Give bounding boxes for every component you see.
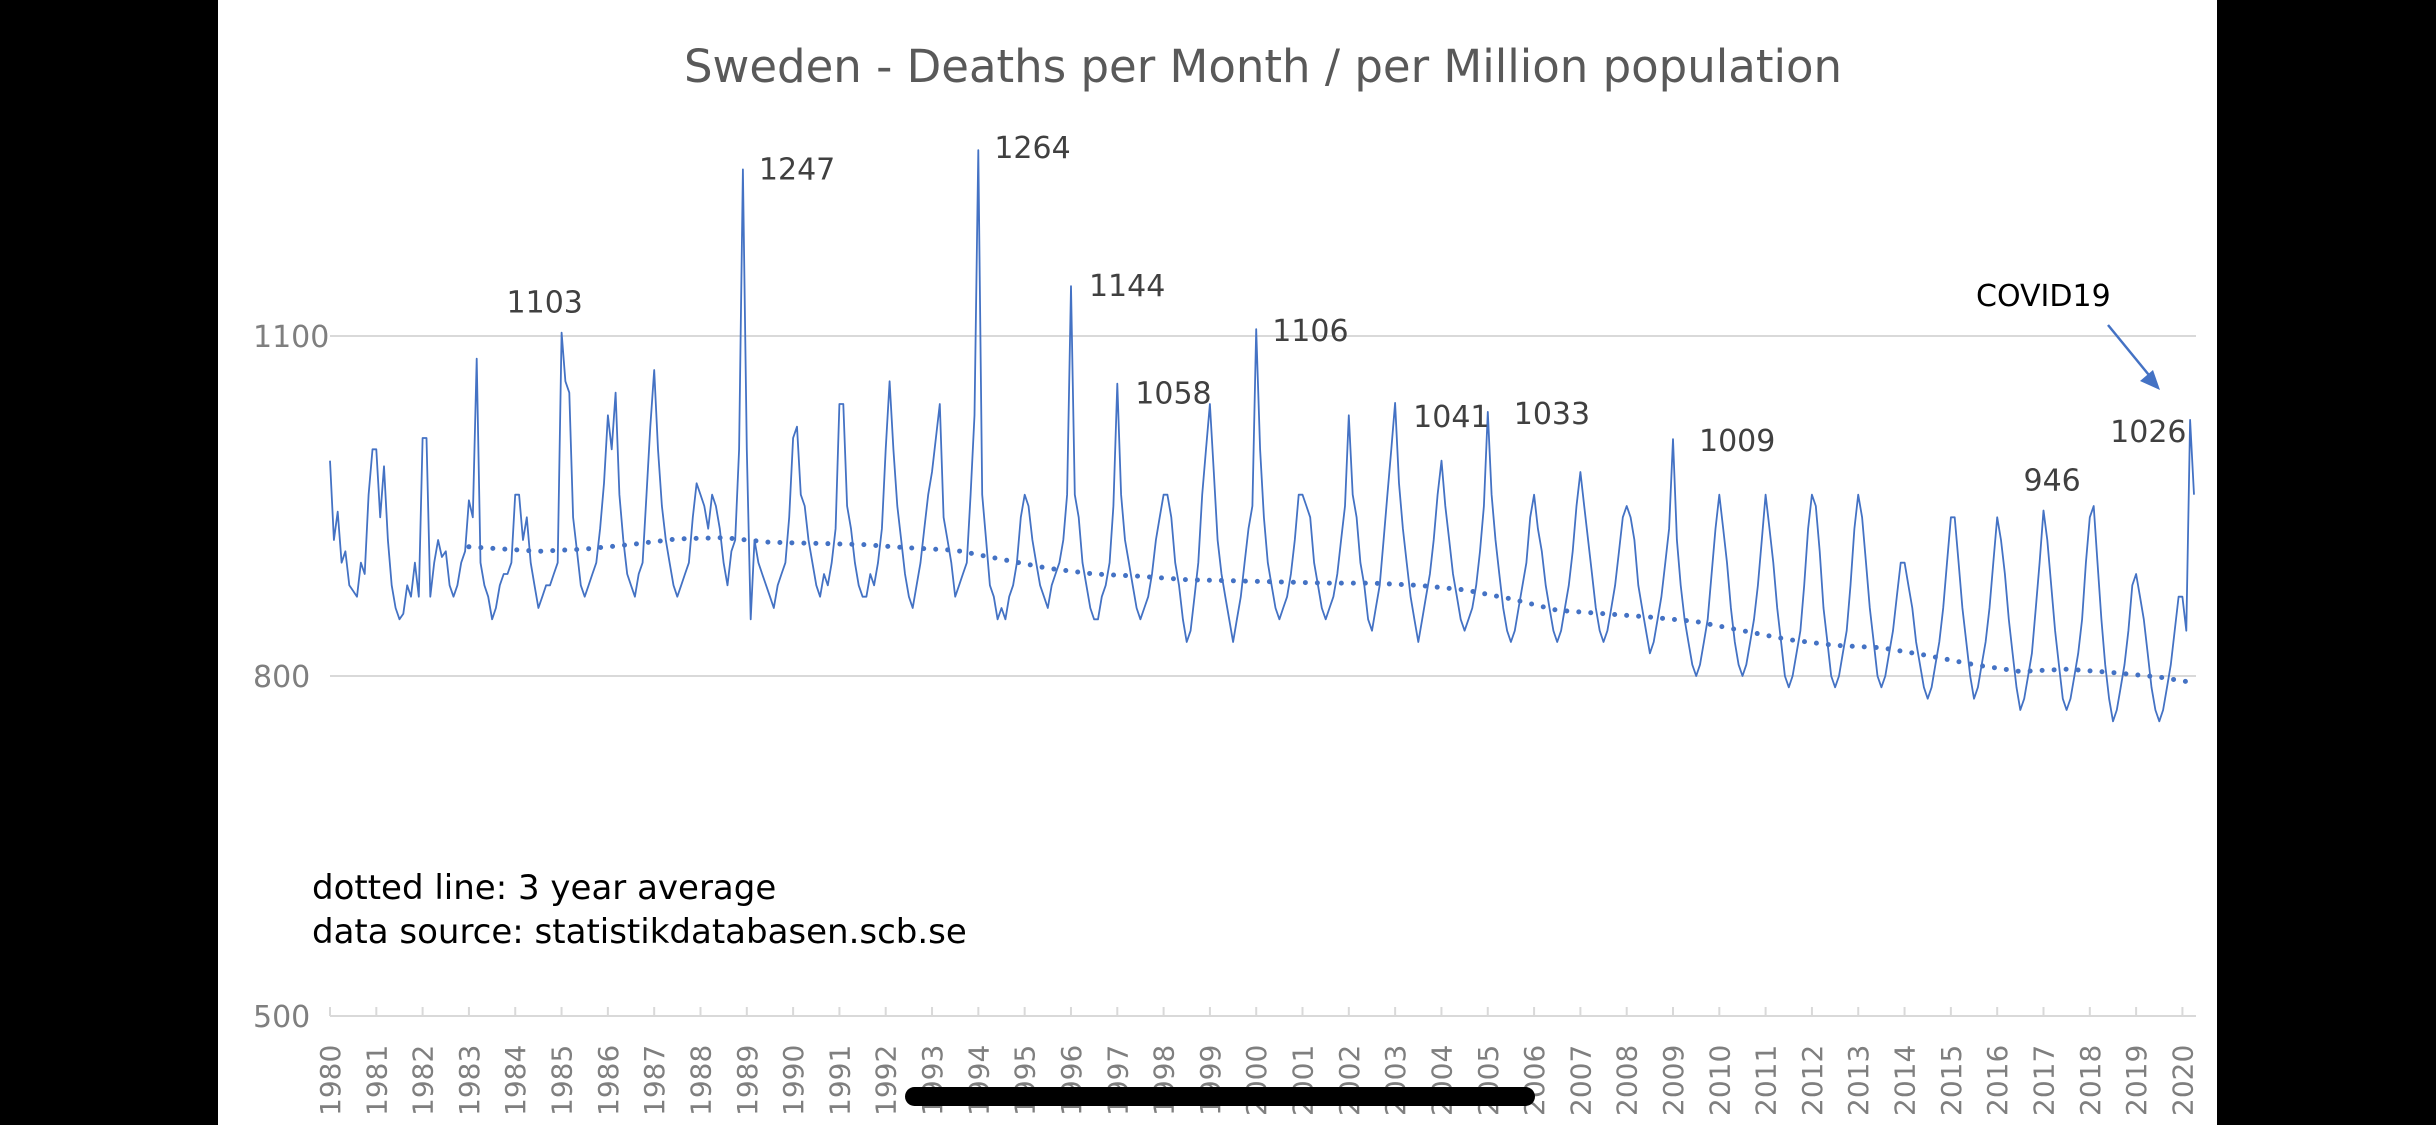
peak-label: 1103	[507, 286, 583, 321]
note-data-source: data source: statistikdatabasen.scb.se	[312, 912, 967, 952]
peak-label: 1041	[1413, 400, 1489, 435]
x-tick-label: 1982	[407, 1045, 440, 1116]
x-tick-label: 2016	[1981, 1045, 2014, 1116]
x-tick-label: 1987	[638, 1045, 671, 1116]
x-tick-label: 1981	[360, 1045, 393, 1116]
x-tick-label: 1991	[823, 1045, 856, 1116]
y-tick-label: 1100	[253, 320, 329, 355]
x-tick-label: 2018	[2074, 1045, 2107, 1116]
peak-label: 1264	[994, 131, 1070, 166]
peak-label: 1033	[1514, 397, 1590, 432]
x-tick-label: 2017	[2027, 1045, 2060, 1116]
x-tick-label: 1984	[499, 1045, 532, 1116]
home-indicator[interactable]	[905, 1087, 1535, 1106]
covid-callout-label: COVID19	[1976, 279, 2111, 314]
x-tick-label: 1980	[314, 1045, 347, 1116]
peak-label: 1009	[1699, 424, 1775, 459]
x-tick-label: 2012	[1796, 1045, 1829, 1116]
peak-label: 1058	[1135, 377, 1211, 412]
y-axis-ticks: 500 800 1100	[253, 320, 329, 1035]
x-tick-label: 2019	[2120, 1045, 2153, 1116]
x-tick-label: 2014	[1889, 1045, 1922, 1116]
peak-label: 1144	[1089, 269, 1165, 304]
peak-annotations: 1103 1247 1264 1144 1058 1106 1041 1033 1009 946 1…	[507, 131, 2187, 498]
series-line-monthly	[329, 149, 2195, 723]
x-tick-label: 2013	[1842, 1045, 1875, 1116]
y-tick-label: 500	[253, 1000, 310, 1035]
y-tick-label: 800	[253, 660, 310, 695]
x-tick-label: 2008	[1611, 1045, 1644, 1116]
chart-panel: Sweden - Deaths per Month / per Million …	[218, 0, 2217, 1125]
x-tick-label: 2010	[1703, 1045, 1736, 1116]
chart: Sweden - Deaths per Month / per Million …	[253, 40, 2199, 1116]
x-axis: 1980 1981 1982 1983 1984 1985 1986 1987 1988 1989…	[314, 1007, 2199, 1116]
x-tick-label: 1988	[684, 1045, 717, 1116]
note-dotted-line: dotted line: 3 year average	[312, 868, 776, 908]
peak-label: 1247	[759, 152, 835, 187]
series-line-3yr-average	[466, 535, 2197, 686]
x-tick-label: 2015	[1935, 1045, 1968, 1116]
chart-title: Sweden - Deaths per Month / per Million …	[684, 40, 1842, 93]
x-tick-label: 2011	[1750, 1045, 1783, 1116]
peak-label: 946	[2023, 464, 2080, 499]
x-tick-label: 2020	[2166, 1045, 2199, 1116]
covid-callout: COVID19	[1976, 279, 2160, 390]
x-tick-label: 2007	[1564, 1045, 1597, 1116]
x-tick-label: 2009	[1657, 1045, 1690, 1116]
peak-label: 1106	[1272, 314, 1348, 349]
x-tick-label: 1989	[731, 1045, 764, 1116]
x-tick-label: 1990	[777, 1045, 810, 1116]
peak-label: 1026	[2110, 415, 2186, 450]
x-tick-label: 1983	[453, 1045, 486, 1116]
x-tick-label: 1992	[870, 1045, 903, 1116]
covid-arrow-shaft	[2107, 324, 2154, 381]
covid-arrow-head-icon	[2140, 370, 2160, 390]
x-tick-label: 1985	[546, 1045, 579, 1116]
x-tick-label: 1986	[592, 1045, 625, 1116]
